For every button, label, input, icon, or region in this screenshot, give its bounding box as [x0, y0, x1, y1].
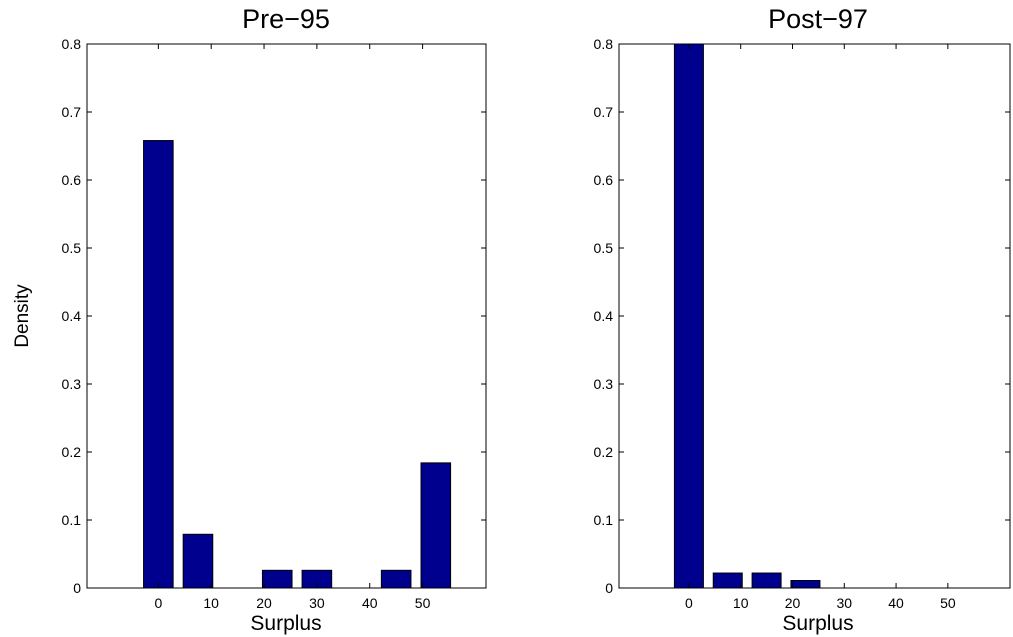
y-tick-label: 0.2 [594, 444, 614, 460]
y-tick-label: 0.5 [594, 240, 614, 256]
x-axis-ticks: 0 10 20 30 40 50 [154, 44, 431, 611]
y-axis-label: Density [12, 284, 33, 348]
bar [712, 572, 743, 589]
x-tick-label: 0 [154, 595, 162, 611]
x-tick-label: 20 [256, 595, 272, 611]
chart-panel-post-97: Post−97 0 0.1 0.2 0.3 0.4 0.5 0.6 0.7 0.8 0 10 20 3… [594, 4, 1011, 635]
y-tick-label: 0.7 [62, 104, 82, 120]
chart-title: Pre−95 [242, 4, 330, 34]
bars-group [673, 43, 821, 589]
x-tick-label: 30 [309, 595, 325, 611]
y-tick-label: 0.6 [62, 172, 82, 188]
x-tick-label: 30 [836, 595, 852, 611]
bar [143, 140, 174, 589]
y-tick-label: 0.3 [594, 376, 614, 392]
x-tick-label: 10 [203, 595, 219, 611]
y-tick-label: 0 [605, 580, 613, 596]
y-axis-ticks: 0 0.1 0.2 0.3 0.4 0.5 0.6 0.7 0.8 [62, 36, 486, 596]
bar [380, 569, 412, 589]
y-tick-label: 0.1 [62, 512, 82, 528]
y-tick-label: 0 [73, 580, 81, 596]
x-tick-label: 40 [888, 595, 904, 611]
bar [751, 572, 782, 589]
bar [420, 462, 452, 589]
y-tick-label: 0.4 [62, 308, 82, 324]
y-tick-label: 0.3 [62, 376, 82, 392]
chart-title: Post−97 [768, 4, 868, 34]
y-axis-ticks: 0 0.1 0.2 0.3 0.4 0.5 0.6 0.7 0.8 [594, 36, 1010, 596]
y-tick-label: 0.7 [594, 104, 614, 120]
y-tick-label: 0.8 [594, 36, 614, 52]
y-tick-label: 0.4 [594, 308, 614, 324]
x-axis-label: Surplus [782, 612, 853, 635]
x-tick-label: 20 [785, 595, 801, 611]
y-tick-label: 0.2 [62, 444, 82, 460]
y-tick-label: 0.5 [62, 240, 82, 256]
x-tick-label: 50 [940, 595, 956, 611]
x-tick-label: 10 [733, 595, 749, 611]
x-tick-label: 40 [362, 595, 378, 611]
bar [182, 533, 214, 589]
bar [261, 569, 293, 589]
y-tick-label: 0.1 [594, 512, 614, 528]
y-tick-label: 0.6 [594, 172, 614, 188]
bar [790, 580, 821, 589]
bar [673, 43, 704, 589]
x-tick-label: 50 [415, 595, 431, 611]
bars-group [143, 140, 452, 589]
chart-panel-pre-95: Pre−95 0 0.1 0.2 0.3 0.4 0.5 0.6 0.7 0.8 0 10 20 30… [12, 4, 487, 635]
x-axis-label: Surplus [250, 612, 321, 635]
x-tick-label: 0 [685, 595, 693, 611]
x-axis-ticks: 0 10 20 30 40 50 [685, 44, 956, 611]
y-tick-label: 0.8 [62, 36, 82, 52]
